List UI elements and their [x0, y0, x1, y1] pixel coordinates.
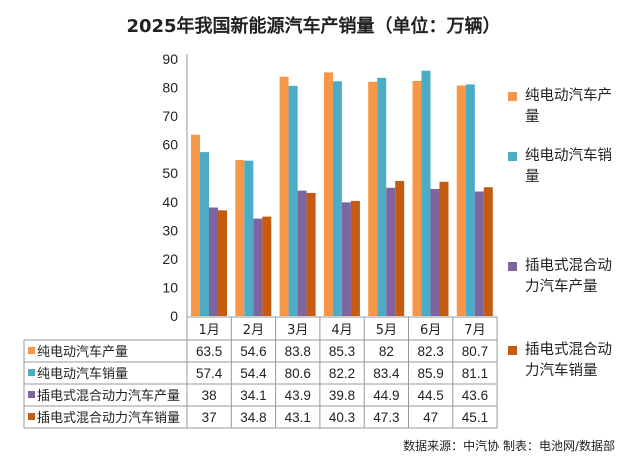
source-note: 数据来源：中汽协 制表：电池网/数据部: [403, 439, 615, 453]
bar: [377, 77, 387, 316]
data-label: 82: [379, 344, 394, 359]
bar: [395, 180, 405, 316]
legend-item: 插电式混合动力汽车产量: [508, 256, 623, 298]
data-label: 43.6: [462, 388, 488, 403]
legend-label: 纯电动汽车销量: [525, 148, 612, 185]
bar: [350, 200, 360, 316]
data-label: 83.8: [285, 344, 311, 359]
bar: [439, 181, 449, 316]
data-label: 82.2: [329, 366, 355, 381]
data-label: 82.3: [418, 344, 444, 359]
table-series-swatch: [28, 369, 35, 376]
legend-item: 插电式混合动力汽车销量: [508, 340, 623, 382]
data-label: 39.8: [329, 388, 355, 403]
data-label: 54.4: [240, 366, 267, 381]
table-series-label: 纯电动汽车销量: [37, 366, 128, 382]
bar: [191, 134, 200, 316]
data-label: 83.4: [373, 366, 400, 381]
data-label: 85.9: [418, 366, 444, 381]
bar: [306, 192, 316, 316]
table-series-label: 插电式混合动力汽车产量: [37, 388, 180, 404]
y-tick-label: 20: [162, 251, 178, 267]
bar: [456, 85, 466, 316]
data-label: 37: [202, 410, 217, 425]
bar: [421, 70, 431, 316]
y-tick-label: 90: [162, 51, 178, 67]
bar: [341, 202, 351, 316]
bar: [465, 84, 475, 316]
data-label: 34.8: [240, 410, 266, 425]
x-category-label: 2月: [243, 323, 264, 338]
bar: [483, 187, 493, 316]
chart-title: 2025年我国新能源汽车产销量（单位：万辆）: [126, 16, 501, 37]
data-label: 57.4: [196, 366, 223, 381]
bar: [323, 72, 333, 316]
x-category-label: 3月: [287, 323, 308, 338]
legend-label: 纯电动汽车产量: [525, 88, 612, 125]
bar: [332, 81, 342, 316]
bar: [288, 85, 298, 316]
data-label: 40.3: [329, 410, 355, 425]
bar: [412, 80, 422, 316]
bar: [297, 190, 307, 316]
bar: [218, 210, 227, 316]
bar: [253, 218, 263, 316]
x-category-label: 1月: [199, 323, 220, 338]
legend-label: 插电式混合动力汽车产量: [525, 258, 612, 295]
table-series-swatch: [28, 391, 35, 398]
data-label: 63.5: [196, 344, 222, 359]
legend-swatch: [508, 346, 517, 355]
data-label: 47.3: [373, 410, 399, 425]
data-label: 47: [423, 410, 438, 425]
table-series-swatch: [28, 347, 35, 354]
legend-item: 纯电动汽车产量: [508, 86, 623, 128]
data-label: 44.9: [373, 388, 399, 403]
legend-swatch: [508, 152, 517, 161]
x-category-label: 5月: [376, 323, 397, 338]
data-label: 38: [202, 388, 217, 403]
data-label: 80.6: [285, 366, 311, 381]
y-tick-label: 30: [162, 222, 178, 238]
table-series-swatch: [28, 413, 35, 420]
bar: [200, 152, 209, 316]
data-label: 43.1: [285, 410, 311, 425]
legend-label: 插电式混合动力汽车销量: [525, 342, 612, 379]
table-series-label: 插电式混合动力汽车销量: [37, 410, 180, 426]
bar: [474, 191, 484, 316]
x-category-label: 6月: [420, 323, 441, 338]
data-label: 80.7: [462, 344, 488, 359]
y-tick-label: 50: [162, 165, 178, 181]
table-series-label: 纯电动汽车产量: [37, 344, 128, 360]
data-label: 54.6: [240, 344, 266, 359]
x-category-label: 7月: [464, 323, 485, 338]
legend-item: 纯电动汽车销量: [508, 146, 623, 188]
y-tick-label: 60: [162, 137, 178, 153]
data-label: 43.9: [285, 388, 311, 403]
legend-swatch: [508, 92, 517, 101]
bar: [209, 207, 218, 316]
bar: [430, 188, 440, 316]
data-label: 85.3: [329, 344, 355, 359]
bar: [368, 81, 378, 316]
x-category-label: 4月: [331, 323, 352, 338]
y-tick-label: 80: [162, 80, 178, 96]
bar: [244, 160, 254, 316]
bar: [262, 216, 272, 316]
y-tick-label: 70: [162, 108, 178, 124]
data-label: 45.1: [462, 410, 488, 425]
y-tick-label: 10: [162, 279, 178, 295]
data-label: 34.1: [240, 388, 266, 403]
y-tick-label: 40: [162, 194, 178, 210]
bar: [235, 160, 245, 316]
y-tick-label: 0: [170, 308, 178, 324]
data-label: 44.5: [418, 388, 444, 403]
bar: [386, 187, 396, 316]
legend-swatch: [508, 262, 517, 271]
data-label: 81.1: [462, 366, 488, 381]
bar: [279, 76, 289, 317]
